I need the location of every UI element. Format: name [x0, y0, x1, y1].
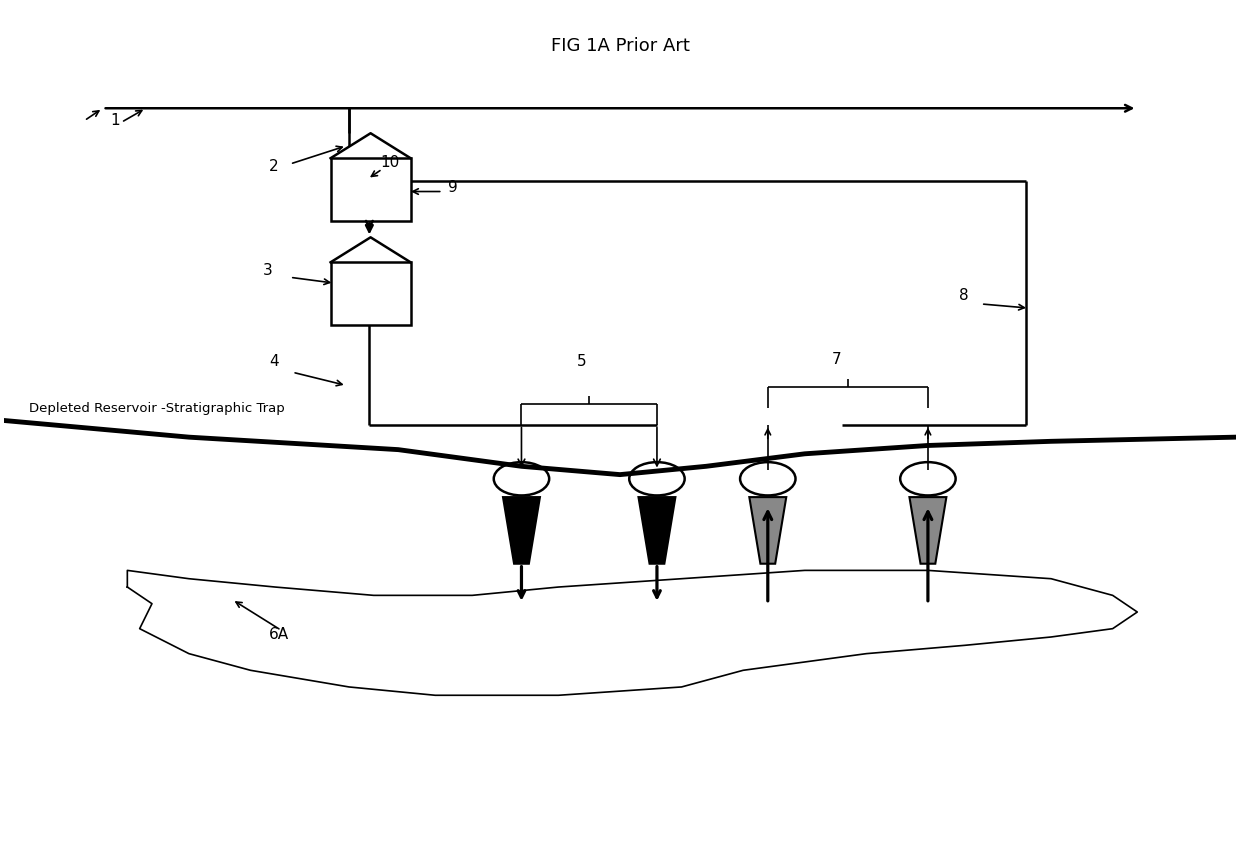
Polygon shape — [503, 497, 539, 563]
Text: 9: 9 — [448, 179, 458, 194]
Polygon shape — [639, 497, 676, 563]
Text: 7: 7 — [832, 352, 842, 367]
Bar — [331, 158, 410, 220]
Text: FIG 1A Prior Art: FIG 1A Prior Art — [551, 38, 689, 56]
Text: 10: 10 — [379, 155, 399, 170]
Text: 2: 2 — [269, 159, 279, 174]
Text: 6A: 6A — [269, 627, 289, 642]
Text: 8: 8 — [959, 288, 968, 303]
Text: Depleted Reservoir -Stratigraphic Trap: Depleted Reservoir -Stratigraphic Trap — [29, 401, 284, 415]
Text: 5: 5 — [577, 354, 587, 369]
Polygon shape — [749, 497, 786, 563]
Bar — [331, 262, 410, 325]
Text: 1: 1 — [110, 113, 120, 128]
Text: 3: 3 — [263, 262, 273, 278]
Polygon shape — [909, 497, 946, 563]
Text: 4: 4 — [269, 354, 279, 369]
